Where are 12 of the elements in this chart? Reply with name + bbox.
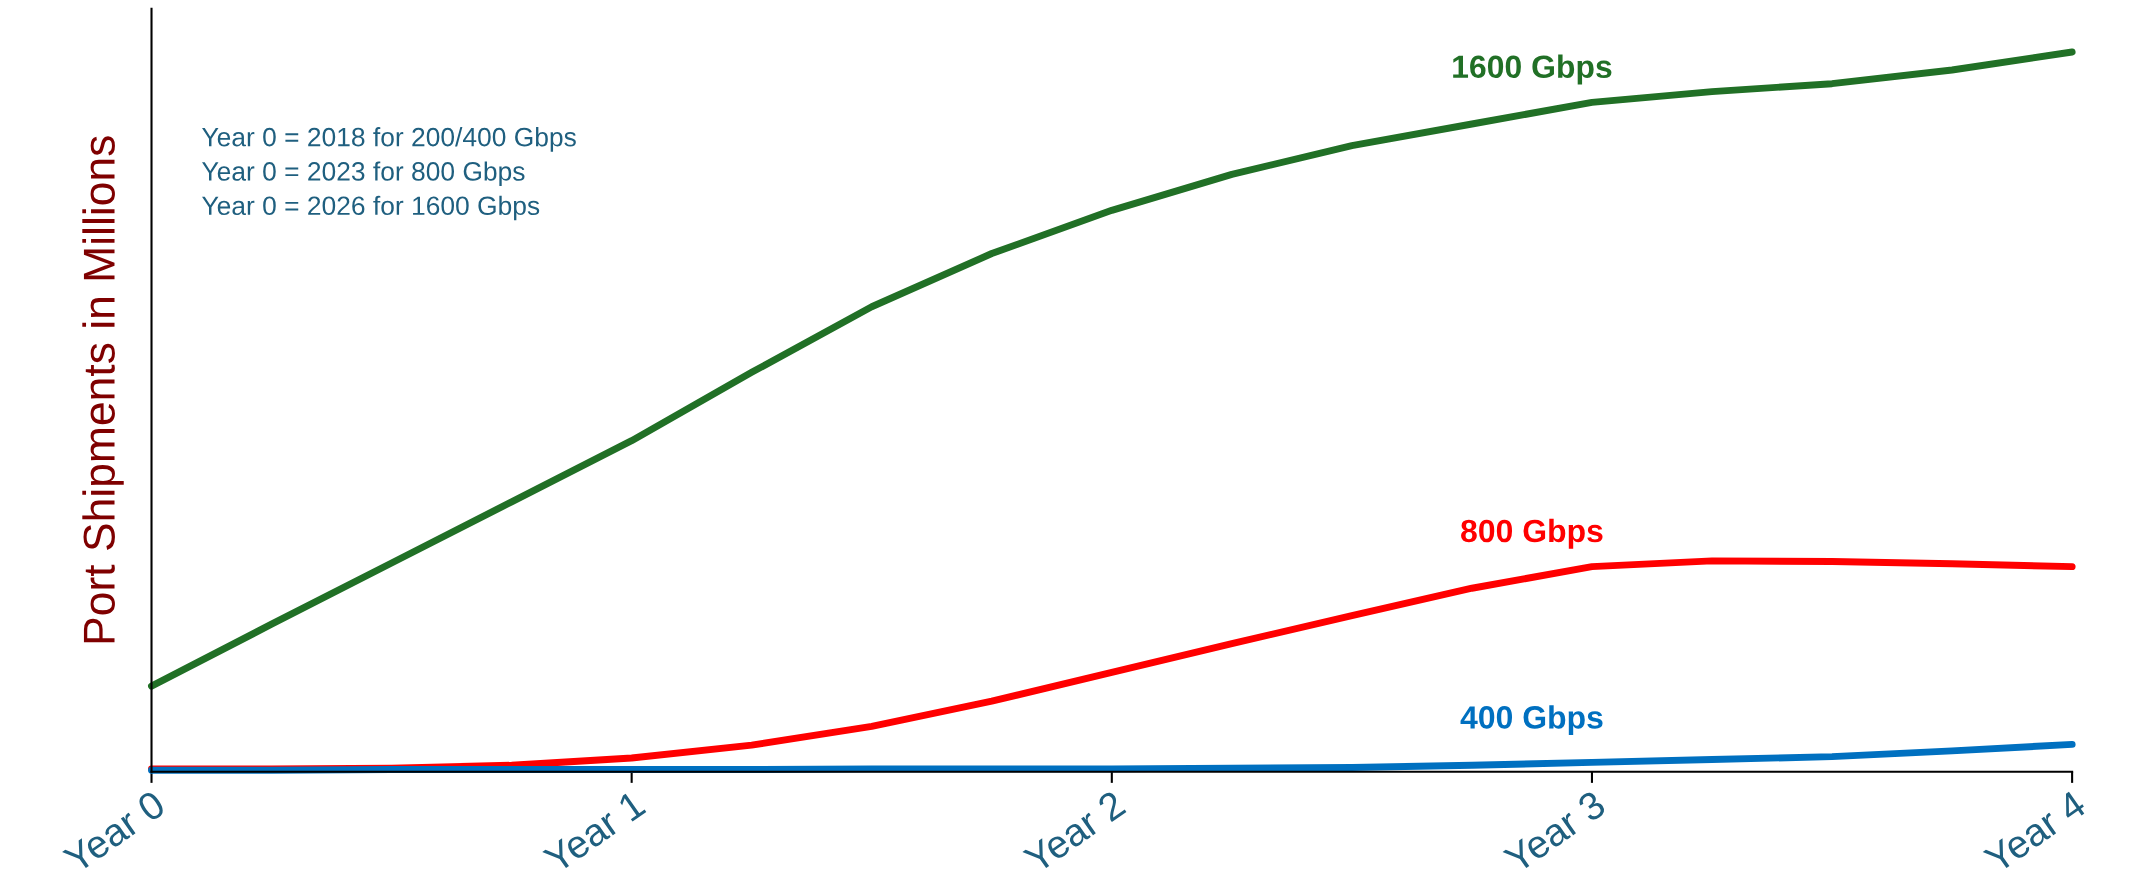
- annotation: Year 0 = 2018 for 200/400 Gbps: [202, 127, 576, 152]
- x-tick-label: Year 0: [61, 789, 167, 875]
- x-tick-label: Year 1: [542, 789, 647, 875]
- series-label: 800 Gbps: [1461, 518, 1603, 549]
- annotation: Year 0 = 2026 for 1600 Gbps: [202, 195, 540, 221]
- x-tick-label: Year 4: [1982, 789, 2088, 875]
- annotation: Year 0 = 2023 for 800 Gbps: [202, 161, 525, 187]
- x-tick-label: Year 2: [1022, 789, 1127, 875]
- series-label: 1600 Gbps: [1453, 54, 1612, 85]
- y-axis-title: Port Shipments in Millions: [82, 136, 124, 643]
- series-label: 400 Gbps: [1460, 705, 1603, 736]
- x-tick-label: Year 3: [1502, 789, 1607, 875]
